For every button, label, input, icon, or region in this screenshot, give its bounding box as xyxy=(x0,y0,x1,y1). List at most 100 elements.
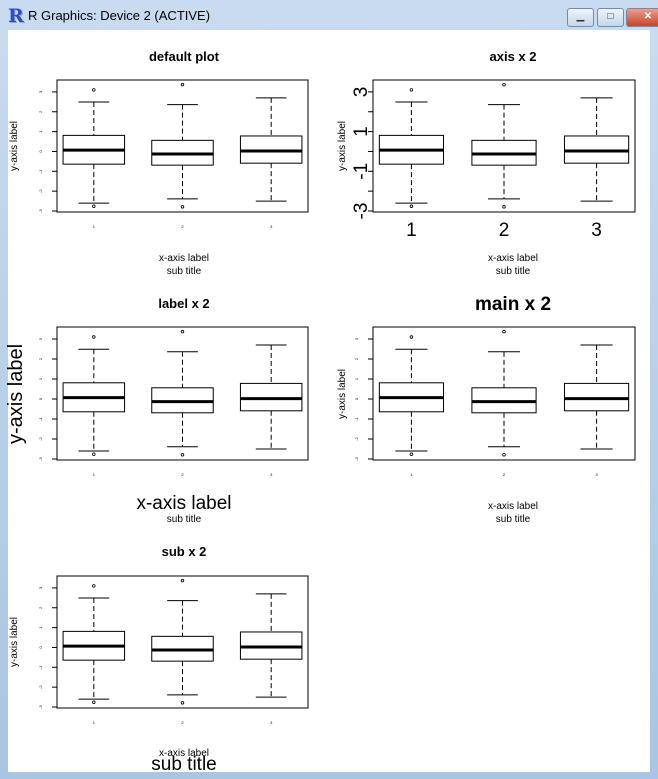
y-tick-label: -2 xyxy=(38,685,43,689)
y-tick-label: -3 xyxy=(351,203,372,220)
outlier-point xyxy=(502,205,506,209)
x-tick-label: 1 xyxy=(406,220,417,241)
plot-frame xyxy=(56,575,309,709)
y-axis-label: y-axis label xyxy=(9,121,20,171)
y-axis-label: y-axis label xyxy=(5,344,27,444)
y-tick-label: 0 xyxy=(38,397,43,400)
y-tick-label: -1 xyxy=(38,169,43,173)
outlier-point xyxy=(409,452,414,456)
maximize-button[interactable]: □ xyxy=(597,8,624,27)
box-group-3 xyxy=(563,382,630,412)
y-tick-label: 3 xyxy=(38,586,43,589)
y-tick-label: -3 xyxy=(38,456,43,460)
sub-title: sub title xyxy=(496,514,531,525)
x-tick-label: 2 xyxy=(503,472,506,477)
y-tick-label: 2 xyxy=(354,357,359,360)
y-tick-label: 0 xyxy=(354,397,359,400)
plot-title: sub x 2 xyxy=(162,544,207,559)
y-tick-label: 0 xyxy=(38,150,43,153)
y-tick-label: 1 xyxy=(351,126,372,137)
y-tick-label: -1 xyxy=(354,416,359,420)
y-tick-label: 2 xyxy=(38,606,43,609)
outlier-point xyxy=(92,204,96,208)
x-tick-label: 2 xyxy=(181,720,184,725)
y-axis-label: y-axis label xyxy=(9,617,20,667)
plot-title: label x 2 xyxy=(158,296,209,311)
y-tick-label: -1 xyxy=(351,163,372,180)
y-tick-label: -1 xyxy=(38,665,43,669)
y-tick-label: 1 xyxy=(38,377,43,380)
x-tick-label: 2 xyxy=(181,224,184,229)
plot-title: main x 2 xyxy=(475,294,551,315)
sub-title: sub title xyxy=(167,514,202,525)
x-axis-label: x-axis label xyxy=(159,748,209,759)
y-tick-label: 3 xyxy=(38,337,43,340)
plot-frame xyxy=(56,326,309,461)
x-tick-label: 2 xyxy=(499,220,510,241)
y-tick-label: 1 xyxy=(38,130,43,133)
outlier-point xyxy=(180,578,185,583)
x-tick-label: 3 xyxy=(595,472,598,477)
outlier-point xyxy=(92,700,96,704)
x-tick-label: 1 xyxy=(410,472,413,477)
y-tick-label: 1 xyxy=(354,377,359,380)
x-tick-label: 2 xyxy=(181,472,184,477)
x-tick-label: 1 xyxy=(93,472,96,477)
x-tick-label: 3 xyxy=(591,220,602,241)
y-tick-label: 3 xyxy=(354,337,359,340)
outlier-point xyxy=(409,335,414,339)
window-title: R Graphics: Device 2 (ACTIVE) xyxy=(28,8,211,23)
y-tick-label: 3 xyxy=(351,87,372,98)
close-button[interactable]: ✕ xyxy=(626,8,658,27)
plot-title: axis x 2 xyxy=(490,49,537,64)
x-tick-label: 1 xyxy=(93,720,96,725)
outlier-point xyxy=(92,88,96,92)
x-axis-label: x-axis label xyxy=(488,253,538,264)
y-axis-label: y-axis label xyxy=(337,121,348,171)
y-tick-label: 2 xyxy=(38,357,43,360)
outlier-point xyxy=(409,204,414,208)
y-tick-label: -2 xyxy=(38,189,43,193)
y-tick-label: -3 xyxy=(38,208,43,212)
y-axis-label: y-axis label xyxy=(337,369,348,419)
outlier-point xyxy=(180,329,185,334)
y-tick-label: -1 xyxy=(38,416,43,420)
outlier-point xyxy=(92,452,96,456)
sub-title: sub title xyxy=(167,266,202,277)
x-axis-label: x-axis label xyxy=(488,501,538,512)
x-tick-label: 3 xyxy=(270,720,273,725)
outlier-point xyxy=(180,453,185,457)
x-axis-label: x-axis label xyxy=(159,253,209,264)
x-axis-label: x-axis label xyxy=(136,493,231,514)
outlier-point xyxy=(180,701,185,705)
x-tick-label: 3 xyxy=(270,224,273,229)
outlier-point xyxy=(502,82,506,87)
sub-title: sub title xyxy=(496,266,531,277)
y-tick-label: 3 xyxy=(38,90,43,93)
plot-frame xyxy=(56,79,309,213)
y-tick-label: 0 xyxy=(38,646,43,649)
outlier-point xyxy=(180,205,185,209)
x-tick-label: 3 xyxy=(270,472,273,477)
minimize-button[interactable]: ▁ xyxy=(567,8,594,27)
y-tick-label: -2 xyxy=(38,436,43,440)
x-tick-label: 1 xyxy=(93,224,96,229)
outlier-point xyxy=(92,335,96,339)
outlier-point xyxy=(92,584,96,588)
y-tick-label: -2 xyxy=(354,436,359,440)
outlier-point xyxy=(409,88,414,92)
plot-frame xyxy=(372,326,636,461)
y-tick-label: 2 xyxy=(38,110,43,113)
sub-title: sub title xyxy=(151,754,216,775)
box-group-3 xyxy=(239,382,303,412)
y-tick-label: -3 xyxy=(38,704,43,708)
y-tick-label: 1 xyxy=(38,626,43,629)
outlier-point xyxy=(180,82,185,87)
outlier-point xyxy=(502,453,506,457)
title-bar[interactable]: R R Graphics: Device 2 (ACTIVE) ▁ □ ✕ xyxy=(0,0,658,30)
plot-title: default plot xyxy=(149,49,220,64)
plot-frame xyxy=(372,79,636,213)
outlier-point xyxy=(502,329,506,334)
